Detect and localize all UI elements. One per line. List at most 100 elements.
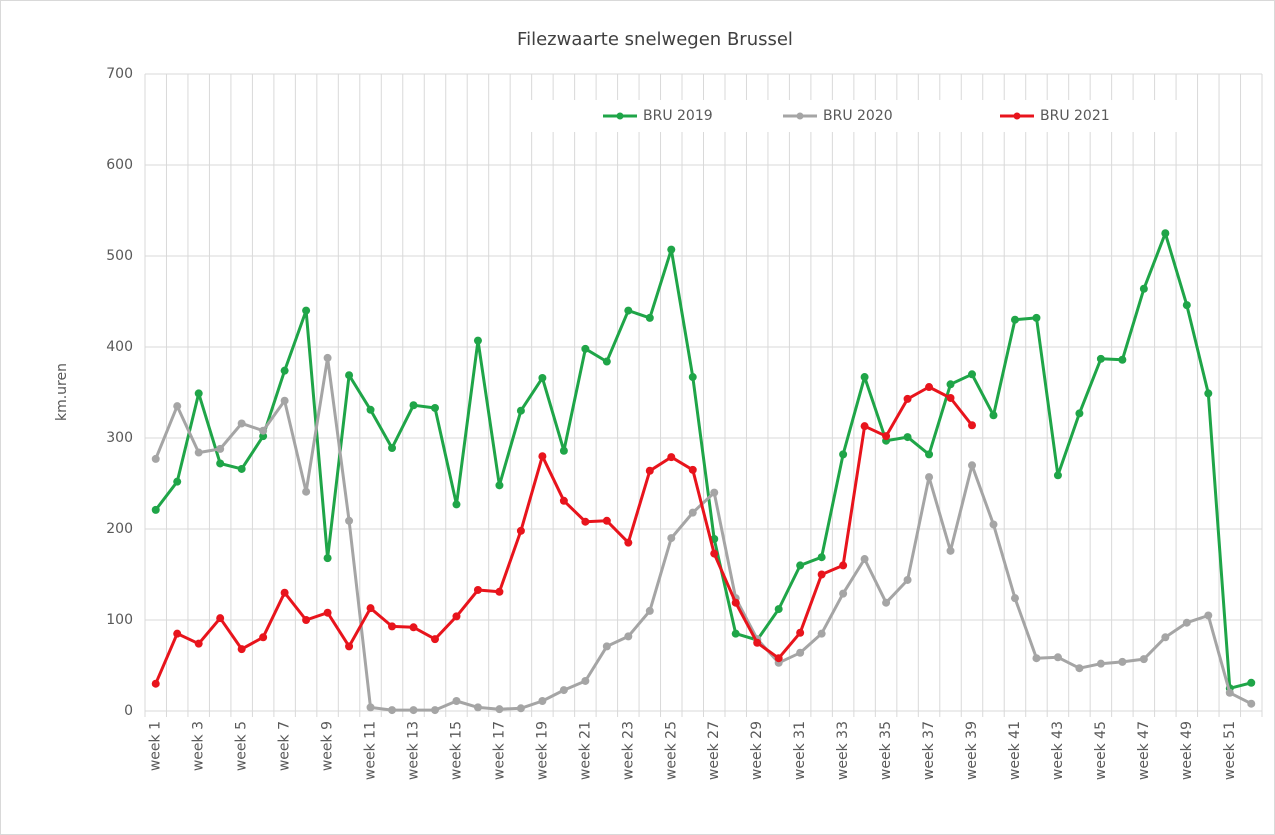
data-point — [1032, 313, 1041, 322]
data-point — [259, 426, 268, 435]
data-point — [237, 645, 246, 654]
legend-label: BRU 2019 — [643, 108, 713, 124]
data-point — [302, 616, 311, 624]
data-point — [903, 575, 912, 584]
data-point — [1118, 657, 1127, 666]
data-point — [989, 520, 998, 529]
legend-marker — [1013, 112, 1021, 120]
data-point — [194, 389, 203, 398]
x-tick-label: week 29 — [749, 721, 765, 780]
data-point — [1204, 611, 1213, 620]
data-point — [430, 635, 439, 644]
x-tick-label: week 43 — [1050, 721, 1066, 780]
data-point — [602, 357, 611, 366]
data-point — [1075, 409, 1084, 418]
data-point — [774, 654, 783, 663]
data-point — [173, 629, 182, 638]
data-point — [581, 676, 590, 685]
data-point — [1247, 699, 1256, 708]
data-point — [151, 679, 160, 688]
data-point — [903, 433, 912, 442]
data-point — [968, 370, 977, 379]
x-tick-label: week 13 — [406, 721, 422, 780]
y-tick-label: 300 — [106, 430, 133, 446]
data-point — [430, 403, 439, 412]
legend-marker — [616, 112, 624, 120]
data-point — [280, 396, 289, 405]
data-point — [1161, 229, 1170, 238]
x-tick-label: week 49 — [1179, 721, 1195, 780]
data-point — [796, 561, 805, 570]
data-point — [495, 481, 504, 490]
x-tick-label: week 31 — [792, 721, 808, 780]
data-point — [194, 639, 203, 648]
data-point — [1182, 618, 1191, 627]
data-point — [345, 516, 354, 525]
data-point — [688, 465, 697, 474]
x-tick-label: week 35 — [878, 721, 894, 780]
x-tick-label: week 23 — [620, 721, 636, 780]
x-tick-label: week 3 — [191, 721, 207, 771]
data-point — [753, 638, 762, 647]
x-tick-label: week 47 — [1136, 721, 1152, 780]
x-tick-label: week 33 — [835, 721, 851, 780]
data-point — [452, 612, 461, 621]
data-point — [817, 570, 826, 579]
data-point — [817, 629, 826, 638]
data-point — [925, 450, 934, 459]
y-axis-label: km.uren — [54, 363, 70, 421]
y-tick-label: 100 — [106, 612, 133, 628]
data-point — [473, 703, 482, 712]
data-point — [345, 642, 354, 651]
data-point — [946, 546, 955, 555]
data-point — [796, 628, 805, 637]
data-point — [409, 706, 418, 715]
data-point — [860, 422, 869, 431]
data-point — [1139, 655, 1148, 664]
x-tick-label: week 45 — [1093, 721, 1109, 780]
y-tick-label: 500 — [106, 248, 133, 264]
data-point — [710, 488, 719, 497]
data-point — [388, 622, 397, 631]
data-point — [323, 554, 332, 563]
data-point — [216, 614, 225, 623]
data-point — [237, 419, 246, 428]
data-point — [860, 555, 869, 564]
data-point — [774, 605, 783, 614]
data-point — [645, 466, 654, 475]
x-tick-label: week 51 — [1222, 721, 1238, 780]
data-point — [516, 526, 525, 535]
data-point — [259, 633, 268, 642]
data-point — [473, 336, 482, 345]
data-point — [216, 459, 225, 468]
y-tick-label: 400 — [106, 339, 133, 355]
data-point — [538, 373, 547, 382]
data-point — [430, 706, 439, 715]
data-point — [796, 648, 805, 657]
data-point — [946, 393, 955, 402]
data-point — [1182, 301, 1191, 310]
data-point — [667, 245, 676, 254]
data-point — [688, 373, 697, 382]
data-point — [1053, 471, 1062, 480]
data-point — [280, 366, 289, 375]
data-point — [925, 473, 934, 482]
data-point — [1096, 354, 1105, 363]
chart-title: Filezwaarte snelwegen Brussel — [517, 29, 793, 50]
data-point — [280, 588, 289, 597]
y-tick-label: 0 — [124, 703, 133, 719]
data-point — [173, 477, 182, 486]
x-tick-label: week 17 — [491, 721, 507, 780]
y-tick-label: 200 — [106, 521, 133, 537]
data-point — [602, 516, 611, 525]
x-tick-label: week 9 — [320, 721, 336, 771]
data-point — [602, 642, 611, 651]
data-point — [645, 313, 654, 322]
data-point — [1247, 678, 1256, 687]
data-point — [237, 464, 246, 473]
data-point — [452, 500, 461, 509]
data-point — [688, 508, 697, 517]
x-tick-label: week 37 — [921, 721, 937, 780]
